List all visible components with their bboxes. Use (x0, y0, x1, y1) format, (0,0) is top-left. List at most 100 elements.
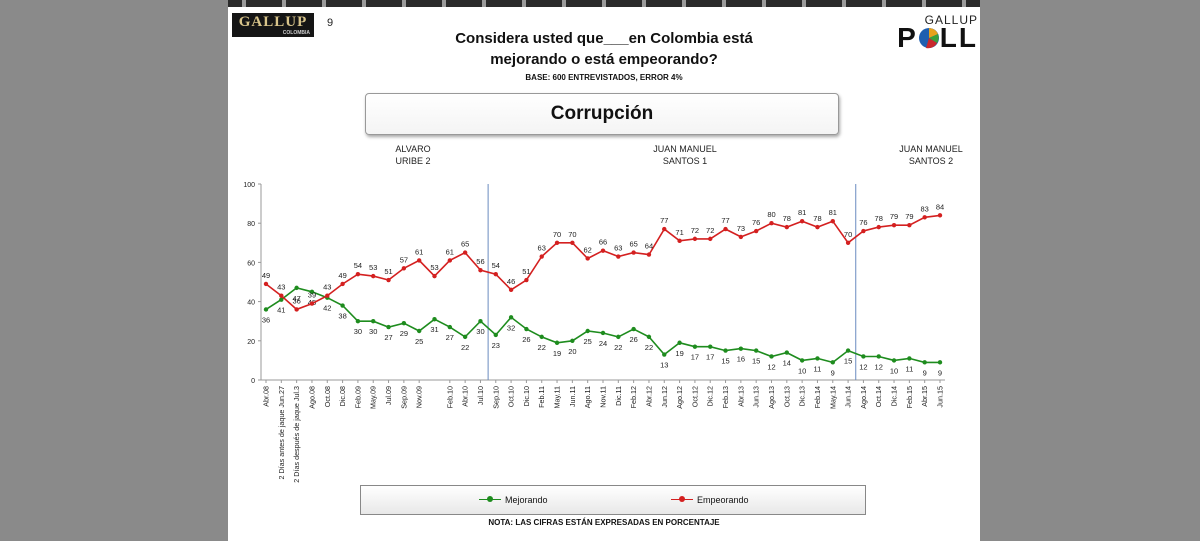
data-label: 70 (568, 230, 576, 239)
period-santos2-line1: JUAN MANUEL (899, 144, 963, 154)
data-label: 12 (875, 362, 883, 371)
data-label: 11 (905, 364, 913, 373)
data-label: 11 (814, 364, 822, 373)
x-tick-label: Jun.11 (568, 386, 577, 407)
data-point (692, 344, 698, 349)
x-tick-label: Ago.08 (307, 386, 316, 409)
period-label-santos2: JUAN MANUEL SANTOS 2 (883, 143, 979, 167)
data-point (432, 273, 437, 279)
data-point (355, 271, 361, 277)
data-label: 61 (446, 247, 454, 256)
y-tick-label: 40 (247, 300, 255, 307)
x-tick-label: Ago.13 (767, 386, 776, 409)
question-title: Considera usted que___en Colombia está m… (228, 28, 980, 70)
data-point (478, 268, 483, 273)
data-point (462, 250, 468, 255)
x-tick-label: Ago.11 (583, 386, 592, 408)
data-point (279, 297, 284, 302)
gallup-logo-sub: COLOMBIA (282, 30, 310, 36)
data-label: 83 (921, 204, 929, 213)
data-point (340, 303, 345, 308)
data-point (478, 319, 483, 324)
gallup-logo-text: GALLUP (238, 14, 308, 30)
data-point (355, 319, 361, 324)
data-label: 81 (829, 208, 837, 217)
data-label: 16 (737, 355, 745, 364)
data-point (401, 320, 407, 326)
x-tick-label: Jun.15 (936, 386, 945, 408)
data-label: 22 (461, 343, 469, 352)
x-tick-label: Oct.10 (507, 386, 516, 407)
data-point (524, 277, 529, 283)
data-label: 66 (599, 238, 607, 247)
data-label: 9 (831, 368, 835, 377)
data-label: 39 (308, 291, 316, 300)
data-point (508, 315, 514, 320)
poll-letter-p: P (897, 22, 918, 53)
data-label: 51 (522, 267, 530, 276)
x-tick-label: Ago.14 (859, 386, 868, 409)
data-point (876, 224, 881, 230)
x-tick-label: Dic.14 (890, 386, 899, 406)
legend-marker-mejorando (487, 496, 493, 502)
data-label: 62 (584, 245, 592, 254)
data-label: 26 (522, 335, 530, 344)
data-point (416, 328, 422, 334)
data-label: 43 (277, 283, 285, 292)
x-tick-label: Jul.10 (476, 386, 485, 405)
data-point (799, 358, 805, 363)
x-tick-label: Oct.12 (690, 386, 699, 407)
data-label: 46 (507, 277, 515, 286)
x-tick-label: Feb.12 (629, 386, 638, 408)
x-tick-label: Feb.15 (905, 386, 914, 408)
data-label: 17 (706, 353, 714, 362)
data-label: 76 (859, 218, 867, 227)
data-label: 70 (844, 230, 852, 239)
data-label: 72 (706, 226, 714, 235)
data-point (815, 224, 820, 230)
data-point (891, 222, 897, 228)
series-empeorando: 49 43 36 39 43 49 54 53 51 57 61 53 61 65 56 54 46 51 63 70… (262, 202, 944, 312)
data-point (799, 219, 805, 224)
data-point (830, 219, 835, 224)
data-label: 80 (767, 210, 775, 219)
data-label: 23 (492, 341, 500, 350)
data-point (708, 236, 713, 242)
data-label: 43 (323, 283, 331, 292)
x-tick-label: Feb.10 (445, 386, 454, 408)
data-point (309, 301, 315, 306)
data-point (861, 228, 866, 234)
data-label: 25 (584, 337, 592, 346)
data-point (891, 358, 897, 363)
data-point (769, 221, 774, 226)
x-tick-label: May.11 (553, 386, 562, 409)
data-label: 14 (783, 359, 791, 368)
data-label: 27 (384, 333, 392, 342)
data-point (447, 258, 453, 263)
x-tick-label: Jun.13 (752, 386, 761, 408)
x-tick-label: Abr.12 (644, 386, 653, 407)
y-tick-label: 100 (243, 182, 255, 189)
series-line-mejorando (265, 287, 940, 364)
data-point (738, 346, 744, 351)
data-point (294, 285, 299, 291)
data-point (723, 226, 728, 232)
legend-label-empeorando: Empeorando (697, 495, 749, 505)
x-tick-label: Oct.13 (782, 386, 791, 407)
data-point (325, 293, 330, 298)
x-tick-label: Abr.08 (262, 386, 271, 407)
data-label: 15 (844, 357, 852, 366)
period-label-uribe2: ALVARO URIBE 2 (378, 143, 448, 167)
data-label: 54 (492, 261, 500, 270)
pie-icon (918, 28, 939, 49)
x-tick-label: 2 Días después de jaque Jul.3 (292, 386, 301, 483)
x-tick-label: Nov.11 (599, 386, 608, 408)
data-point (830, 360, 835, 365)
y-tick-label: 60 (247, 260, 255, 267)
data-point (447, 324, 453, 330)
data-point (432, 317, 437, 322)
data-point (922, 215, 927, 220)
line-chart: 0 20 40 60 80 100 Abr.08 2 Días antes de jaque … (243, 182, 945, 483)
x-tick-label: Feb.14 (813, 386, 822, 408)
data-label: 53 (430, 263, 438, 272)
